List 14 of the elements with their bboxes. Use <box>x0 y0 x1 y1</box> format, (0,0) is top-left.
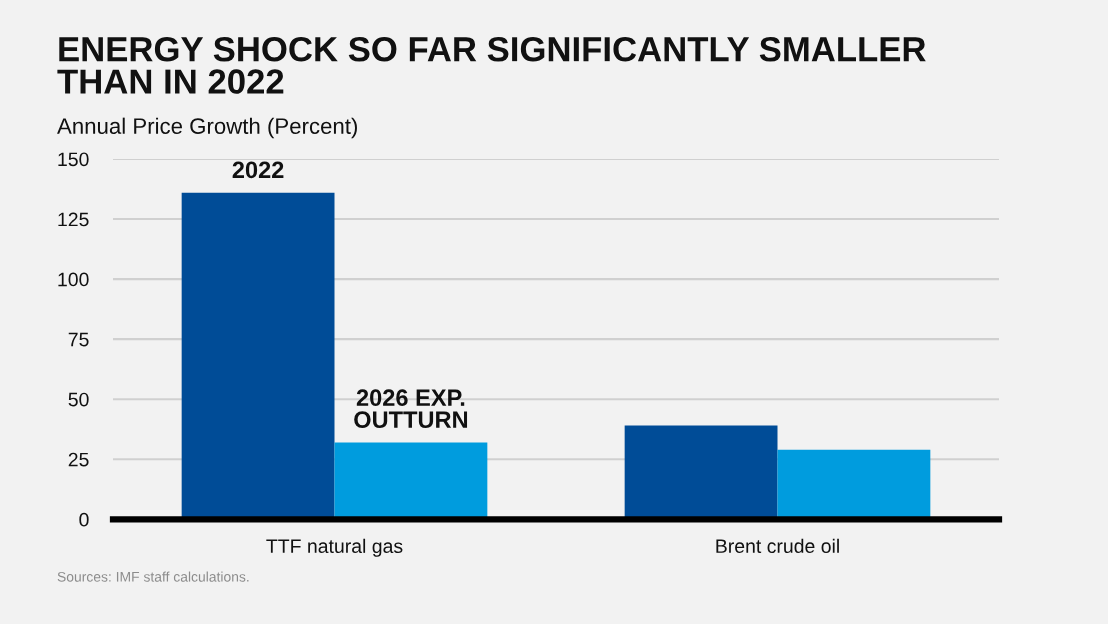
y-tick-label: 100 <box>58 272 89 287</box>
chart-title: ENERGY SHOCK SO FAR SIGNIFICANTLY SMALLER THAN IN 2022 <box>57 36 926 94</box>
y-tick-label: 75 <box>68 332 89 347</box>
series-label: 2022 <box>232 161 284 179</box>
chart-subtitle: Annual Price Growth (Percent) <box>57 117 357 139</box>
source-note: Sources: IMF staff calculations. <box>57 571 249 582</box>
x-tick-label: TTF natural gas <box>266 538 403 557</box>
y-tick-label: 125 <box>58 212 89 227</box>
y-tick-label: 50 <box>68 392 89 407</box>
y-tick-label: 25 <box>68 452 89 467</box>
series-label: 2026 EXP. OUTTURN <box>354 389 468 429</box>
x-tick-label: Brent crude oil <box>716 538 839 554</box>
y-tick-label: 150 <box>58 152 89 167</box>
y-tick-label: 0 <box>79 512 89 527</box>
